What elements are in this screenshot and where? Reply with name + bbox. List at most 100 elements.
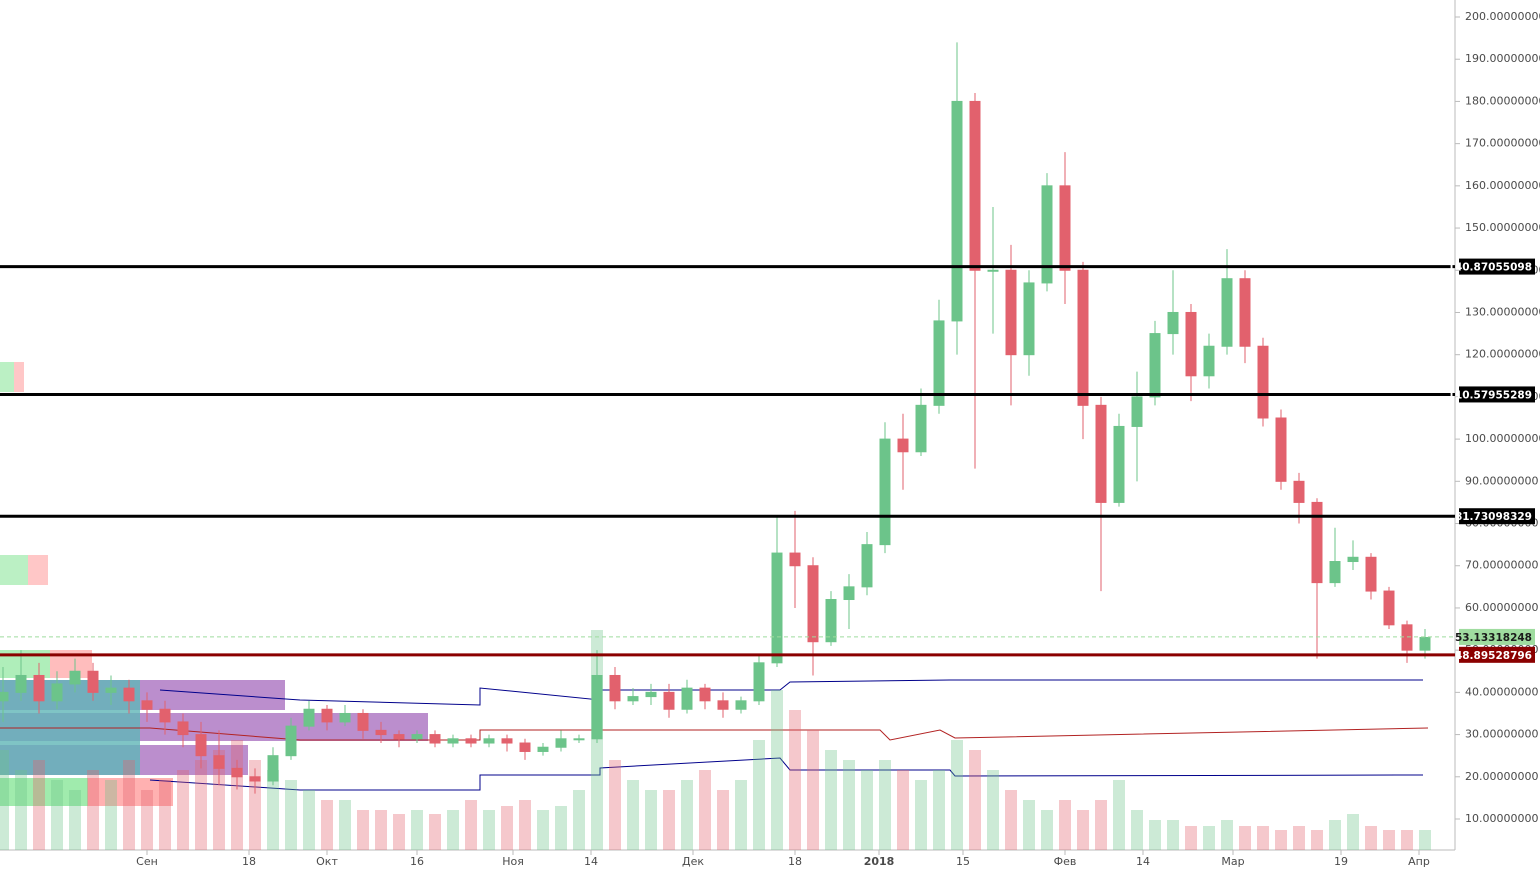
volume-bar bbox=[1293, 826, 1305, 850]
volume-bar bbox=[357, 810, 369, 850]
candle-body bbox=[879, 438, 891, 546]
candle bbox=[465, 734, 477, 748]
candle-body bbox=[807, 565, 819, 643]
volume-bar bbox=[213, 750, 225, 850]
volume-bar bbox=[1383, 830, 1395, 850]
x-tick-label: 19 bbox=[1334, 855, 1348, 868]
candles bbox=[0, 42, 1431, 794]
candle-body bbox=[483, 738, 495, 744]
candle bbox=[555, 730, 567, 752]
volume-bar bbox=[249, 760, 261, 850]
candle bbox=[105, 675, 117, 706]
candle bbox=[879, 422, 891, 554]
candle-body bbox=[195, 734, 207, 757]
volume-bar bbox=[411, 810, 423, 850]
candle bbox=[681, 679, 693, 714]
volume-bar bbox=[321, 800, 333, 850]
candle-body bbox=[465, 738, 477, 744]
y-tick-label: 40.00000000 bbox=[1465, 685, 1538, 698]
candle bbox=[1095, 396, 1107, 592]
volume-bar bbox=[1311, 830, 1323, 850]
candle-body bbox=[1293, 480, 1305, 503]
volume-bar bbox=[1185, 826, 1197, 850]
candle bbox=[411, 730, 423, 744]
x-tick-label: Окт bbox=[316, 855, 338, 868]
x-tick-label: Апр bbox=[1408, 855, 1430, 868]
candle-body bbox=[303, 708, 315, 727]
candle-body bbox=[375, 729, 387, 736]
candle-body bbox=[627, 696, 639, 702]
candle-body bbox=[1419, 636, 1431, 651]
candle bbox=[213, 730, 225, 786]
candle-body bbox=[0, 691, 9, 702]
candle bbox=[537, 743, 549, 756]
candle bbox=[591, 650, 603, 744]
volume-bar bbox=[1347, 814, 1359, 850]
volume-bar bbox=[33, 760, 45, 850]
volume-bar bbox=[51, 780, 63, 850]
volume-bar bbox=[1419, 830, 1431, 850]
price-label-box bbox=[1459, 646, 1535, 663]
y-tick-label: 120.00000000 bbox=[1465, 348, 1540, 361]
candle-body bbox=[555, 738, 567, 748]
volume-bar bbox=[825, 750, 837, 850]
volume-bar bbox=[1365, 826, 1377, 850]
candle-body bbox=[915, 404, 927, 453]
candle bbox=[735, 696, 747, 714]
volume-bar bbox=[537, 810, 549, 850]
candle-body bbox=[51, 683, 63, 702]
volume-bar bbox=[285, 780, 297, 850]
candle bbox=[195, 721, 207, 769]
candle bbox=[897, 413, 909, 490]
volume-bar bbox=[501, 806, 513, 850]
price-label-box bbox=[1459, 508, 1535, 525]
volume-bar bbox=[933, 770, 945, 850]
candle bbox=[1365, 553, 1377, 600]
candle bbox=[249, 768, 261, 794]
candle bbox=[915, 388, 927, 456]
candle-body bbox=[339, 712, 351, 723]
candle bbox=[267, 747, 279, 786]
candle-body bbox=[231, 767, 243, 778]
candle bbox=[177, 713, 189, 748]
volume-bar bbox=[1329, 820, 1341, 850]
candle bbox=[951, 42, 963, 355]
volume-bar bbox=[1113, 780, 1125, 850]
candle bbox=[375, 721, 387, 744]
candle-body bbox=[429, 734, 441, 744]
candle bbox=[753, 654, 765, 706]
candle bbox=[1239, 270, 1251, 364]
candle-body bbox=[213, 755, 225, 769]
candle-body bbox=[1383, 590, 1395, 626]
candle bbox=[1257, 337, 1269, 427]
candle bbox=[1311, 498, 1323, 659]
candle-body bbox=[735, 700, 747, 710]
profile-box bbox=[14, 362, 24, 392]
candle bbox=[1275, 409, 1287, 490]
candle bbox=[1005, 244, 1017, 406]
volume-bar bbox=[753, 740, 765, 850]
price-label-box bbox=[1459, 258, 1535, 275]
profile-box bbox=[0, 778, 88, 806]
volume-bar bbox=[861, 770, 873, 850]
price-label: 48.89528796 bbox=[1455, 650, 1532, 662]
volume-bar bbox=[789, 710, 801, 850]
x-tick-label: Дек bbox=[682, 855, 704, 868]
candle bbox=[1023, 270, 1035, 376]
volume-bar bbox=[1131, 810, 1143, 850]
volume-bar bbox=[141, 790, 153, 850]
x-tick-label: Мар bbox=[1221, 855, 1244, 868]
candle-body bbox=[519, 742, 531, 752]
candle bbox=[339, 705, 351, 727]
candle bbox=[1131, 371, 1143, 482]
candle-body bbox=[267, 755, 279, 782]
x-tick-label: 18 bbox=[788, 855, 802, 868]
candle-body bbox=[141, 700, 153, 710]
volume-bar bbox=[555, 806, 567, 850]
candle bbox=[321, 705, 333, 731]
candle bbox=[645, 683, 657, 706]
candle-body bbox=[1095, 404, 1107, 503]
volume-bar bbox=[1221, 820, 1233, 850]
candle bbox=[789, 510, 801, 608]
candle-body bbox=[105, 687, 117, 693]
